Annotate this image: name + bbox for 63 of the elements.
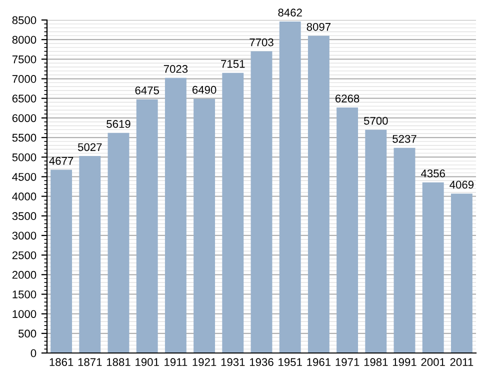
- bar: [394, 148, 416, 353]
- bar: [194, 98, 216, 353]
- y-tick-label: 6000: [12, 114, 36, 122]
- bar: [136, 99, 158, 353]
- bar: [79, 156, 101, 353]
- bar: [164, 78, 186, 353]
- x-tick-label: 1961: [307, 358, 331, 366]
- data-label: 8097: [306, 22, 330, 31]
- x-tick-label: 1951: [278, 358, 302, 366]
- data-label: 5027: [78, 143, 102, 152]
- y-tick-label: 5500: [12, 134, 36, 142]
- data-label: 7703: [250, 38, 274, 46]
- x-tick-label: 2011: [450, 358, 474, 366]
- data-label: 5237: [392, 134, 416, 143]
- data-label: 4069: [450, 180, 474, 189]
- x-tick-label: 1861: [50, 358, 74, 366]
- x-tick-label: 1936: [250, 358, 274, 366]
- y-tick-label: 5000: [12, 153, 36, 162]
- x-tick-label: 1921: [192, 358, 216, 366]
- bar: [250, 51, 272, 353]
- x-tick-label: 1881: [106, 358, 130, 366]
- y-tick-label: 7000: [12, 75, 36, 83]
- y-tick-label: 6500: [12, 94, 36, 102]
- x-tick-label: 1911: [164, 358, 188, 366]
- y-tick-label: 0: [30, 349, 36, 358]
- data-label: 4356: [421, 170, 445, 178]
- y-tick-label: 2500: [12, 251, 36, 260]
- bar: [422, 182, 444, 353]
- x-tick-label: 1991: [392, 358, 416, 366]
- x-tick-label: 1871: [78, 358, 102, 366]
- y-tick-label: 1500: [12, 290, 36, 298]
- bar: [308, 36, 330, 353]
- bar: [336, 107, 358, 353]
- bar: [108, 132, 130, 353]
- y-tick-label: 2000: [12, 270, 36, 279]
- x-tick-label: 1931: [221, 358, 245, 366]
- data-label: 5700: [364, 116, 388, 125]
- bar: [222, 72, 244, 353]
- y-tick-label: 4500: [12, 172, 36, 181]
- y-tick-label: 7500: [12, 55, 36, 64]
- x-tick-label: 1971: [336, 358, 360, 366]
- data-label: 6490: [192, 86, 216, 94]
- y-tick-label: 1000: [12, 310, 36, 318]
- data-label: 7151: [221, 60, 245, 68]
- data-label: 7023: [164, 65, 188, 73]
- bar: [50, 170, 72, 353]
- y-tick-label: 500: [18, 330, 36, 338]
- x-tick-label: 2001: [421, 358, 445, 366]
- bar: [365, 130, 387, 353]
- x-tick-label: 1981: [364, 358, 388, 366]
- data-label: 6475: [135, 86, 159, 94]
- bar: [450, 194, 472, 353]
- x-tick-label: 1901: [136, 358, 159, 366]
- y-tick-label: 8500: [12, 16, 36, 24]
- y-tick-label: 4000: [12, 192, 36, 200]
- y-tick-label: 3500: [12, 212, 36, 220]
- data-label: 8462: [278, 8, 302, 17]
- bar: [279, 21, 301, 353]
- y-tick-label: 3000: [12, 232, 36, 240]
- y-tick-label: 8000: [12, 36, 36, 44]
- data-label: 6268: [336, 94, 360, 102]
- data-label: 5619: [106, 120, 130, 128]
- data-label: 4677: [49, 156, 74, 165]
